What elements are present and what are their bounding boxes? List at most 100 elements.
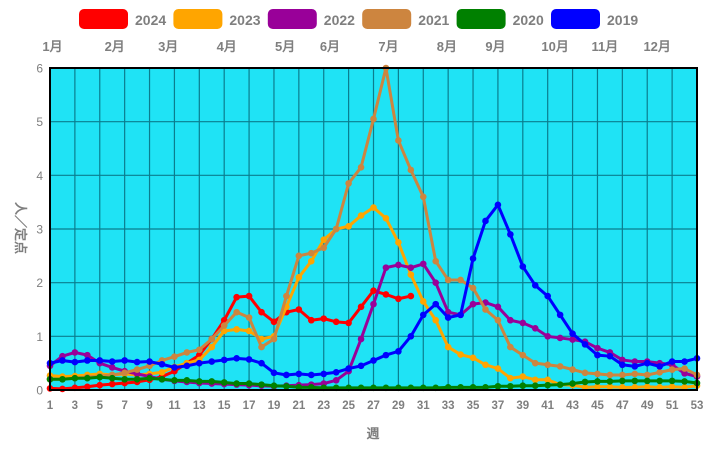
- x-tick-label-21: 21: [292, 400, 305, 412]
- x-axis-title: 週: [366, 426, 379, 441]
- data-point-2021-w32: [432, 257, 440, 265]
- data-point-2024-w18: [258, 308, 265, 316]
- month-label-5: 5月: [275, 39, 295, 54]
- legend-item-2024[interactable]: 2024: [79, 9, 166, 29]
- data-point-2023-w31: [419, 298, 427, 305]
- data-point-2022-w24: [332, 377, 340, 384]
- data-point-2020-w33: [444, 384, 452, 391]
- y-tick-label-4: 4: [36, 169, 43, 183]
- legend-item-2021[interactable]: 2021: [362, 9, 450, 29]
- data-point-2020-w36: [482, 384, 489, 391]
- data-point-2020-w19: [270, 382, 278, 390]
- data-point-2024-w27: [370, 287, 377, 295]
- data-point-2019-w22: [307, 371, 315, 379]
- data-point-2021-w43: [569, 366, 576, 373]
- data-point-2024-w6: [108, 380, 116, 388]
- data-point-2023-w36: [482, 361, 489, 369]
- data-point-2021-w39: [519, 351, 527, 359]
- data-point-2020-w43: [569, 380, 576, 387]
- data-point-2022-w28: [382, 264, 390, 271]
- data-point-2023-w22: [307, 257, 315, 265]
- data-point-2020-w18: [258, 381, 265, 388]
- legend-item-2019[interactable]: 2019: [551, 9, 638, 29]
- x-tick-label-51: 51: [666, 400, 679, 412]
- data-point-2023-w39: [519, 373, 527, 380]
- data-point-2019-w9: [146, 358, 153, 365]
- data-point-2021-w51: [668, 366, 676, 373]
- month-label-2: 2月: [105, 39, 125, 54]
- data-point-2021-w15: [220, 322, 228, 329]
- data-point-2023-w49: [643, 383, 651, 391]
- data-point-2021-w27: [370, 115, 377, 123]
- data-point-2022-w4: [84, 351, 91, 359]
- data-point-2020-w14: [208, 378, 216, 385]
- data-point-2020-w10: [158, 375, 166, 383]
- data-point-2021-w23: [320, 244, 328, 252]
- data-point-2019-w35: [469, 255, 477, 262]
- data-point-2020-w49: [643, 377, 651, 385]
- data-point-2019-w27: [370, 357, 377, 364]
- data-point-2021-w14: [208, 335, 216, 343]
- data-point-2024-w4: [84, 383, 91, 391]
- data-point-2021-w47: [619, 371, 626, 379]
- legend-item-2020[interactable]: 2020: [456, 9, 544, 29]
- data-point-2019-w26: [357, 362, 365, 370]
- data-point-2020-w52: [681, 378, 688, 385]
- data-point-2019-w46: [606, 352, 614, 360]
- data-point-2020-w48: [631, 377, 639, 385]
- x-tick-label-41: 41: [541, 400, 554, 412]
- month-label-9: 9月: [485, 39, 505, 54]
- data-point-2019-w15: [220, 356, 228, 364]
- month-label-8: 8月: [437, 39, 457, 54]
- plot-border: [49, 67, 698, 391]
- data-point-2019-w42: [556, 311, 564, 319]
- data-point-2019-w13: [196, 359, 203, 367]
- data-point-2021-w21: [295, 252, 303, 260]
- y-axis-title: 人／定点: [13, 202, 28, 254]
- data-point-2019-w8: [133, 358, 141, 366]
- data-point-2020-w46: [606, 378, 614, 385]
- x-tick-label-5: 5: [97, 400, 104, 412]
- data-point-2021-w37: [494, 316, 502, 324]
- data-point-2020-w13: [196, 378, 203, 385]
- legend-item-2023[interactable]: 2023: [173, 9, 261, 29]
- data-point-2023-w10: [158, 368, 166, 376]
- x-tick-label-33: 33: [442, 400, 455, 412]
- data-point-2024-w17: [245, 292, 253, 300]
- data-point-2021-w25: [345, 180, 352, 187]
- data-point-2020-w39: [519, 382, 527, 390]
- data-point-2021-w42: [556, 363, 564, 370]
- legend-label-2024: 2024: [135, 12, 166, 28]
- x-tick-label-45: 45: [591, 400, 604, 412]
- data-point-2021-w18: [258, 343, 265, 351]
- data-point-2021-w29: [395, 137, 402, 144]
- data-point-2020-w44: [581, 378, 589, 386]
- data-point-2021-w50: [656, 368, 663, 376]
- data-point-2022-w39: [519, 319, 527, 327]
- data-point-2020-w2: [59, 375, 66, 383]
- month-label-3: 3月: [158, 39, 178, 54]
- data-point-2023-w21: [295, 274, 303, 281]
- data-point-2024-w30: [407, 292, 415, 300]
- data-point-2019-w21: [295, 370, 303, 378]
- data-point-2020-w38: [507, 382, 514, 390]
- data-point-2022-w29: [395, 261, 402, 269]
- data-point-2020-w7: [121, 375, 128, 383]
- x-tick-label-47: 47: [616, 400, 629, 412]
- data-point-2019-w45: [594, 351, 601, 359]
- data-point-2024-w24: [332, 318, 340, 326]
- legend-item-2022[interactable]: 2022: [267, 9, 355, 29]
- data-point-2023-w52: [681, 384, 688, 391]
- legend-label-2023: 2023: [229, 12, 260, 28]
- data-point-2021-w31: [419, 193, 427, 201]
- data-point-2019-w44: [581, 341, 589, 348]
- data-point-2021-w17: [245, 314, 253, 321]
- data-point-2023-w16: [233, 326, 240, 333]
- x-tick-label-29: 29: [392, 400, 405, 412]
- data-point-2019-w28: [382, 351, 390, 359]
- data-point-2021-w46: [606, 371, 614, 379]
- data-point-2022-w30: [407, 264, 415, 271]
- data-point-2020-w4: [84, 374, 91, 382]
- data-point-2019-w24: [332, 368, 340, 376]
